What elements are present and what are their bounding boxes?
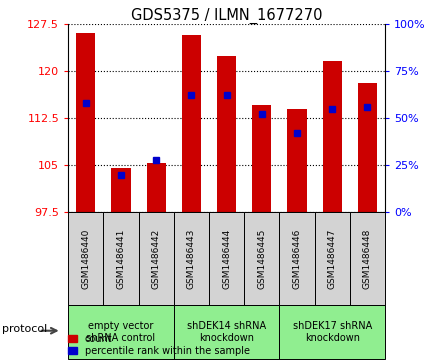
Bar xyxy=(76,33,95,212)
Text: GSM1486446: GSM1486446 xyxy=(293,228,301,289)
Text: GSM1486442: GSM1486442 xyxy=(152,229,161,289)
Bar xyxy=(139,212,174,305)
Bar xyxy=(252,105,271,212)
Bar xyxy=(174,305,279,359)
Text: GSM1486440: GSM1486440 xyxy=(81,228,90,289)
Bar xyxy=(182,35,201,212)
Bar xyxy=(244,212,279,305)
Text: shDEK14 shRNA
knockdown: shDEK14 shRNA knockdown xyxy=(187,321,266,343)
Text: protocol: protocol xyxy=(2,325,48,334)
Title: GDS5375 / ILMN_1677270: GDS5375 / ILMN_1677270 xyxy=(131,7,323,24)
Bar xyxy=(174,212,209,305)
Text: GSM1486445: GSM1486445 xyxy=(257,228,266,289)
Text: GSM1486447: GSM1486447 xyxy=(328,228,337,289)
Bar xyxy=(350,212,385,305)
Bar xyxy=(111,168,131,212)
Bar xyxy=(279,212,315,305)
Bar xyxy=(323,61,342,212)
Text: GSM1486444: GSM1486444 xyxy=(222,229,231,289)
Text: shDEK17 shRNA
knockdown: shDEK17 shRNA knockdown xyxy=(293,321,372,343)
Bar xyxy=(68,305,174,359)
Bar xyxy=(103,212,139,305)
Text: GSM1486443: GSM1486443 xyxy=(187,228,196,289)
Bar xyxy=(279,305,385,359)
Bar xyxy=(315,212,350,305)
Bar xyxy=(209,212,244,305)
Bar xyxy=(358,83,377,212)
Bar xyxy=(68,212,103,305)
Legend: count, percentile rank within the sample: count, percentile rank within the sample xyxy=(64,330,253,360)
Text: GSM1486448: GSM1486448 xyxy=(363,228,372,289)
Bar xyxy=(147,163,166,212)
Bar xyxy=(217,56,236,212)
Text: GSM1486441: GSM1486441 xyxy=(117,228,125,289)
Bar xyxy=(287,109,307,212)
Text: empty vector
shRNA control: empty vector shRNA control xyxy=(86,321,156,343)
